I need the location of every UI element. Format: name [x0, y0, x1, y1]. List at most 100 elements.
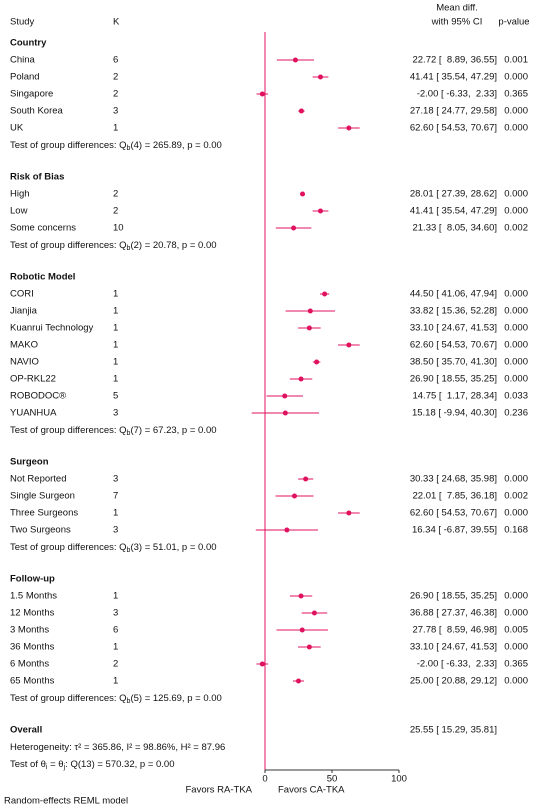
k-label: 1: [113, 306, 118, 317]
summary-text: Test of θi = θj: Q(13) = 570.32, p = 0.0…: [10, 759, 175, 771]
estimate-point: [346, 125, 352, 131]
summary-text: Test of group differences: Qb(4) = 265.8…: [10, 140, 222, 152]
k-label: 3: [113, 474, 118, 485]
k-label: 2: [113, 72, 118, 83]
p-value: 0.000: [504, 206, 528, 217]
text-part: Test of group differences: Q: [10, 693, 127, 704]
k-label: 1: [113, 591, 118, 602]
text-part: Test of group differences: Q: [10, 542, 127, 553]
k-label: 1: [113, 357, 118, 368]
estimate-point: [346, 510, 352, 516]
estimate-point: [259, 91, 265, 97]
effect-label: 21.33 [ 8.05, 34.60]: [412, 223, 497, 234]
k-label: 7: [113, 491, 118, 502]
estimate-point: [300, 191, 306, 197]
estimate-point: [306, 325, 312, 331]
study-label: China: [10, 55, 36, 66]
header-effect: Mean diff.: [436, 3, 478, 14]
footnote: Random-effects REML model: [4, 796, 128, 807]
k-label: 3: [113, 106, 118, 117]
x-tick-label: 100: [391, 774, 407, 785]
text-part: (2) = 20.78, p = 0.00: [130, 240, 216, 251]
study-label: MAKO: [10, 340, 38, 351]
text-part: Test of group differences: Q: [10, 240, 127, 251]
summary-text: Test of group differences: Qb(7) = 67.23…: [10, 425, 217, 437]
p-value: 0.000: [504, 340, 528, 351]
study-label: Singapore: [10, 89, 53, 100]
p-value: 0.005: [504, 625, 528, 636]
k-label: 1: [113, 123, 118, 134]
estimate-point: [298, 108, 304, 114]
study-label: 65 Months: [10, 676, 55, 687]
subscript: b: [127, 430, 131, 437]
effect-label: 22.01 [ 7.85, 36.18]: [412, 491, 497, 502]
effect-label: -2.00 [ -6.33, 2.33]: [417, 89, 497, 100]
effect-label: 14.75 [ 1.17, 28.34]: [412, 391, 497, 402]
study-label: 1.5 Months: [10, 591, 57, 602]
study-label: UK: [10, 123, 24, 134]
effect-label: 27.18 [ 24.77, 29.58]: [410, 106, 497, 117]
estimate-point: [306, 644, 312, 650]
effect-label: 36.88 [ 27.37, 46.38]: [410, 608, 497, 619]
summary-text: Heterogeneity: τ² = 365.86, I² = 98.86%,…: [10, 742, 225, 753]
estimate-point: [259, 661, 265, 667]
subscript: i: [46, 764, 48, 771]
effect-label: 25.55 [ 15.29, 35.81]: [410, 725, 497, 736]
k-label: 1: [113, 289, 118, 300]
k-label: 3: [113, 608, 118, 619]
estimate-point: [346, 342, 352, 348]
text-part: = θ: [47, 759, 63, 770]
study-label: CORI: [10, 289, 34, 300]
study-label: Poland: [10, 72, 40, 83]
p-value: 0.000: [504, 289, 528, 300]
summary-text: Test of group differences: Qb(3) = 51.01…: [10, 542, 217, 554]
study-label: OP-RKL22: [10, 374, 56, 385]
study-label: Kuanrui Technology: [10, 323, 94, 334]
subscript: b: [127, 145, 131, 152]
k-label: 5: [113, 391, 118, 402]
study-label: 3 Months: [10, 625, 49, 636]
group-title: Surgeon: [10, 457, 49, 468]
header-effect: with 95% CI: [431, 17, 483, 28]
estimate-point: [322, 291, 328, 297]
study-label: 12 Months: [10, 608, 55, 619]
x-tick-label: 50: [327, 774, 338, 785]
effect-label: 33.10 [ 24.67, 41.53]: [410, 642, 497, 653]
study-label: YUANHUA: [10, 408, 57, 419]
effect-label: 33.82 [ 15.36, 52.28]: [410, 306, 497, 317]
text-part: (7) = 67.23, p = 0.00: [130, 425, 216, 436]
summary-text: Test of group differences: Qb(2) = 20.78…: [10, 240, 217, 252]
study-label: Three Surgeons: [10, 508, 78, 519]
k-label: 1: [113, 676, 118, 687]
estimate-point: [311, 610, 317, 616]
study-label: Jianjia: [10, 306, 38, 317]
effect-label: 27.78 [ 8.59, 46.98]: [412, 625, 497, 636]
p-value: 0.000: [504, 123, 528, 134]
study-label: Two Surgeons: [10, 525, 71, 536]
k-label: 1: [113, 508, 118, 519]
k-label: 6: [113, 625, 118, 636]
p-value: 0.000: [504, 323, 528, 334]
study-label: NAVIO: [10, 357, 39, 368]
study-label: Single Surgeon: [10, 491, 75, 502]
group-title: Country: [10, 38, 47, 49]
estimate-point: [317, 208, 323, 214]
k-label: 2: [113, 659, 118, 670]
text-part: Heterogeneity: τ² = 365.86, I² = 98.86%,…: [10, 742, 225, 753]
p-value: 0.000: [504, 106, 528, 117]
estimate-point: [299, 627, 305, 633]
header-study: Study: [10, 17, 35, 28]
effect-label: 22.72 [ 8.89, 36.55]: [412, 55, 497, 66]
k-label: 1: [113, 323, 118, 334]
study-label: Some concerns: [10, 223, 76, 234]
effect-label: 28.01 [ 27.39, 28.62]: [410, 189, 497, 200]
p-value: 0.000: [504, 508, 528, 519]
subscript: b: [127, 245, 131, 252]
estimate-point: [291, 493, 297, 499]
p-value: 0.000: [504, 608, 528, 619]
group-title: Risk of Bias: [10, 172, 64, 183]
p-value: 0.002: [504, 223, 528, 234]
study-label: Not Reported: [10, 474, 67, 485]
group-title: Robotic Model: [10, 272, 75, 283]
study-label: Low: [10, 206, 28, 217]
